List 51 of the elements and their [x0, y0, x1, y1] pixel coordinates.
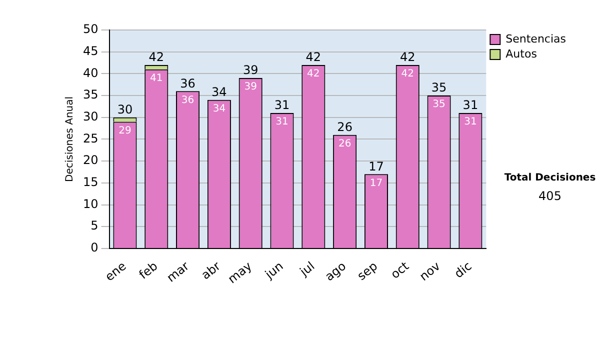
text: 405 — [538, 189, 562, 204]
total-label: 34 — [212, 85, 227, 100]
total-label: 26 — [337, 120, 352, 134]
total-label: 42 — [400, 50, 416, 64]
x-tick-label: ene — [102, 258, 129, 284]
data-label: 36 — [181, 94, 194, 106]
data-label: 42 — [307, 68, 320, 80]
data-label: 34 — [212, 104, 226, 114]
x-tick-label: sep — [354, 258, 380, 284]
y-tick-label: 20 — [82, 153, 98, 168]
x-tick-label: jun — [262, 258, 286, 282]
y-tick-label: 40 — [82, 66, 98, 80]
y-axis-title: Decisiones Anual — [64, 96, 76, 182]
x-tick-label: nov — [416, 258, 443, 284]
total-label: 35 — [431, 80, 447, 95]
data-label: 31 — [276, 116, 288, 128]
total-label: 42 — [306, 50, 322, 64]
x-tick-label: jul — [296, 258, 318, 280]
total-label: 17 — [368, 159, 384, 174]
total-label: 30 — [117, 102, 133, 117]
y-tick-label: 25 — [82, 131, 98, 146]
data-label: 26 — [338, 138, 352, 150]
x-tick-label: mar — [164, 258, 192, 285]
data-label: 17 — [370, 178, 383, 189]
data-label: 29 — [118, 125, 132, 136]
x-tick-label: abr — [198, 258, 224, 282]
text: Total Decisiones — [504, 172, 596, 184]
total-label: 39 — [242, 63, 258, 78]
data-label: 41 — [150, 72, 163, 84]
x-tick-label: oct — [388, 258, 412, 282]
legend-label: Sentencias — [506, 32, 566, 46]
y-tick-label: 15 — [82, 175, 98, 190]
y-tick-label: 35 — [82, 88, 98, 102]
data-label: 42 — [401, 68, 414, 80]
total-label: 31 — [462, 98, 478, 112]
y-tick-label: 5 — [90, 218, 98, 233]
legend-label: Autos — [506, 47, 538, 60]
x-tick-label: feb — [136, 258, 160, 282]
y-tick-label: 50 — [82, 22, 98, 36]
y-tick-label: 45 — [82, 44, 98, 58]
total-label: 36 — [180, 76, 196, 90]
data-label: 35 — [432, 99, 446, 110]
total-label: 42 — [148, 50, 164, 64]
total-label: 31 — [274, 98, 290, 112]
y-tick-label: 0 — [90, 240, 98, 255]
y-tick-label: 30 — [82, 110, 98, 124]
data-label: 39 — [244, 82, 257, 93]
x-tick-label: dic — [452, 258, 474, 281]
y-tick-label: 10 — [82, 196, 98, 211]
x-tick-label: ago — [322, 258, 349, 284]
data-label: 31 — [464, 116, 477, 128]
